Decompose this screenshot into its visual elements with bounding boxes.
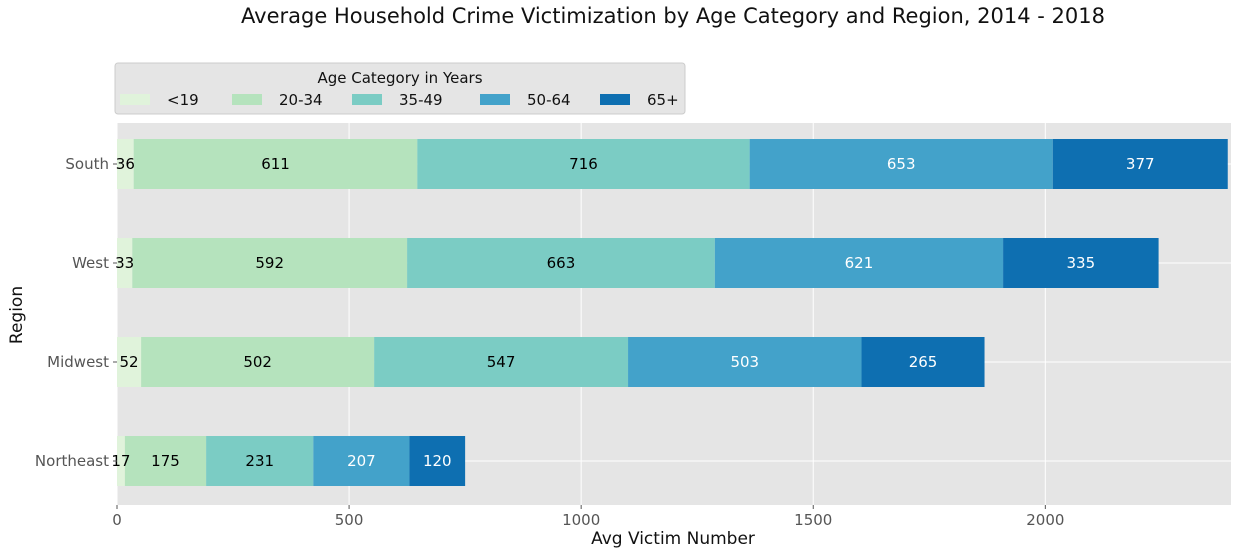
y-tick-label: South (65, 155, 109, 173)
y-tick-label: West (72, 254, 109, 272)
legend-swatch (120, 94, 150, 105)
y-tick-label: Northeast (35, 452, 109, 470)
bar-segment (714, 238, 1004, 288)
bar-value-label: 503 (730, 353, 759, 371)
bar-value-label: 175 (151, 452, 180, 470)
x-tick-label: 500 (335, 511, 364, 529)
bar-value-label: 120 (423, 452, 452, 470)
legend-swatch (352, 94, 382, 105)
legend-label: <19 (167, 91, 199, 109)
bar-segment (141, 337, 375, 387)
x-tick-label: 2000 (1026, 511, 1064, 529)
bar-value-label: 377 (1126, 155, 1155, 173)
legend-swatch (480, 94, 510, 105)
bar-value-label: 231 (245, 452, 274, 470)
x-tick-label: 1000 (562, 511, 600, 529)
bar-value-label: 502 (243, 353, 272, 371)
bar-segment (861, 337, 985, 387)
bar-segment (374, 337, 629, 387)
bar-segment (132, 238, 408, 288)
legend-swatch (232, 94, 262, 105)
x-axis-label: Avg Victim Number (591, 529, 755, 549)
bar-value-label: 17 (111, 452, 130, 470)
bar-segment (409, 436, 466, 486)
bar-value-label: 547 (487, 353, 516, 371)
y-axis-label: Region (7, 286, 27, 344)
bar-value-label: 716 (569, 155, 598, 173)
bar-value-label: 36 (116, 155, 135, 173)
chart-title: Average Household Crime Victimization by… (241, 4, 1105, 28)
bar-segment (117, 436, 125, 486)
bar-segment (749, 139, 1053, 189)
bar-value-label: 611 (261, 155, 290, 173)
y-axis-ticks: South West Midwest Northeast (35, 155, 117, 470)
bar-segment (124, 436, 207, 486)
legend-label: 50-64 (527, 91, 571, 109)
bar-segment (117, 139, 134, 189)
bar-value-label: 621 (845, 254, 874, 272)
x-axis-ticks: 0 500 1000 1500 2000 (112, 505, 1064, 529)
legend-title: Age Category in Years (317, 69, 482, 87)
y-tick-label: Midwest (47, 353, 109, 371)
bar-segment (628, 337, 862, 387)
bar-segment (117, 337, 142, 387)
x-tick-label: 1500 (794, 511, 832, 529)
bar-segment (1052, 139, 1228, 189)
bar-segment (133, 139, 418, 189)
legend-label: 20-34 (279, 91, 323, 109)
legend-label: 65+ (647, 91, 679, 109)
legend-items: <19 20-34 35-49 50-64 65+ (120, 91, 679, 109)
legend-swatch (600, 94, 630, 105)
bar-value-label: 663 (547, 254, 576, 272)
bar-segment (117, 238, 133, 288)
bar-value-label: 33 (115, 254, 134, 272)
bar-value-label: 592 (255, 254, 284, 272)
bar-segment (407, 238, 715, 288)
bar-value-label: 52 (120, 353, 139, 371)
bar-value-label: 207 (347, 452, 376, 470)
bar-segment (206, 436, 314, 486)
legend: Age Category in Years <19 20-34 35-49 50-64… (114, 62, 686, 115)
bar-labels: 36 611 716 653 377 33 592 663 621 335 52 502 547 503 2… (111, 155, 1154, 470)
legend-label: 35-49 (399, 91, 443, 109)
bar-segment (1003, 238, 1159, 288)
bar-segment (417, 139, 750, 189)
bar-segment (313, 436, 410, 486)
x-tick-label: 0 (112, 511, 122, 529)
bars (117, 139, 1228, 486)
bar-value-label: 653 (887, 155, 916, 173)
bar-value-label: 335 (1067, 254, 1096, 272)
bar-value-label: 265 (909, 353, 938, 371)
